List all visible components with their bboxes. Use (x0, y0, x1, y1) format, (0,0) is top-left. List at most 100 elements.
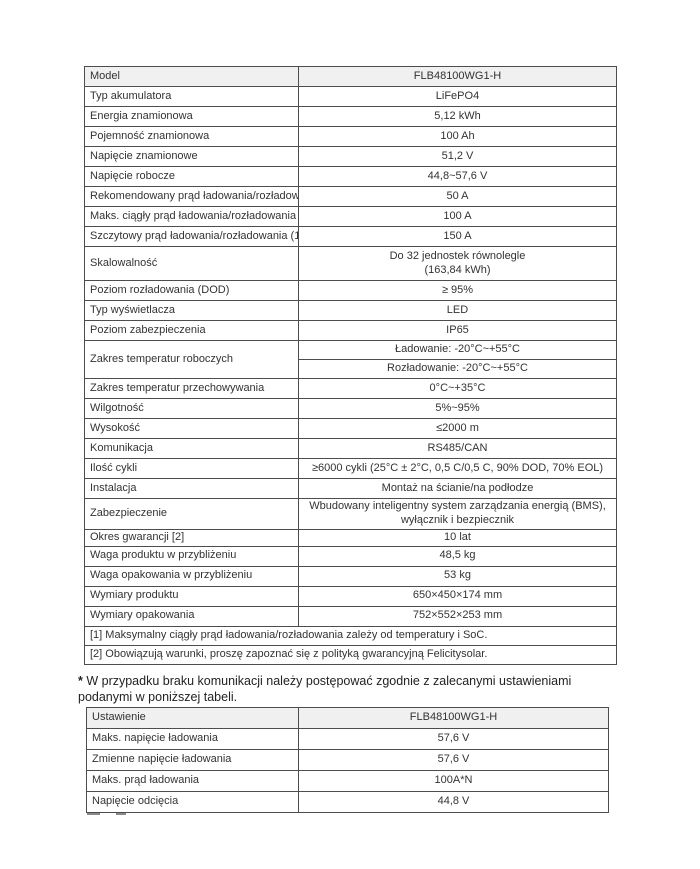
spec-label: Instalacja (84, 478, 299, 499)
spec-value: ≥6000 cykli (25°C ± 2°C, 0,5 C/0,5 C, 90… (298, 458, 617, 479)
spec-value: 53 kg (298, 565, 617, 587)
table-row: Rekomendowany prąd ładowania/rozładowani… (84, 186, 617, 207)
setting-value: 100A*N (298, 770, 609, 792)
spec-value: 50 A (298, 186, 617, 207)
table-row: Waga opakowania w przybliżeniu 53 kg (84, 565, 617, 587)
setting-value: 57,6 V (298, 749, 609, 771)
spec-label: Maks. ciągły prąd ładowania/rozładowania… (84, 206, 299, 227)
table-row: Zakres temperatur przechowywania 0°C~+35… (84, 378, 617, 399)
table-row: Typ akumulatora LiFePO4 (84, 86, 617, 107)
table-row: Wymiary opakowania 752×552×253 mm (84, 605, 617, 627)
table-row: Maks. prąd ładowania 100A*N (86, 770, 609, 792)
spec-label: Wysokość (84, 418, 299, 439)
spec-label: Zakres temperatur przechowywania (84, 378, 299, 399)
spec-value: RS485/CAN (298, 438, 617, 459)
setting-label: Ustawienie (86, 707, 299, 729)
table-row: Waga produktu w przybliżeniu 48,5 kg (84, 545, 617, 567)
spec-label: Typ akumulatora (84, 86, 299, 107)
table-row: Wymiary produktu 650×450×174 mm (84, 585, 617, 607)
table-row: Wysokość ≤2000 m (84, 418, 617, 439)
table-row: Pojemność znamionowa 100 Ah (84, 126, 617, 147)
table-row: Skalowalność Do 32 jednostek równolegle … (84, 246, 617, 281)
spec-value: 51,2 V (298, 146, 617, 167)
spec-label: Zakres temperatur roboczych (84, 340, 299, 379)
table-row: Instalacja Montaż na ścianie/na podłodze (84, 478, 617, 499)
spec-label: Wilgotność (84, 398, 299, 419)
spec-label: Rekomendowany prąd ładowania/rozładowani… (84, 186, 299, 207)
settings-table: Ustawienie FLB48100WG1-H Maks. napięcie … (86, 707, 609, 813)
spec-label: Skalowalność (84, 246, 299, 281)
setting-value: 57,6 V (298, 728, 609, 750)
spec-value: 5%~95% (298, 398, 617, 419)
table-row: Napięcie robocze 44,8~57,6 V (84, 166, 617, 187)
table-row: Maks. napięcie ładowania 57,6 V (86, 728, 609, 750)
spec-label: Poziom zabezpieczenia (84, 320, 299, 341)
spec-value: 150 A (298, 226, 617, 247)
table-row: Szczytowy prąd ładowania/rozładowania (1… (84, 226, 617, 247)
spec-label: Napięcie robocze (84, 166, 299, 187)
note-text: W przypadku braku komunikacji należy pos… (78, 674, 572, 705)
spec-value: 650×450×174 mm (298, 585, 617, 607)
table-row: Ilość cykli ≥6000 cykli (25°C ± 2°C, 0,5… (84, 458, 617, 479)
table-header-row: Model FLB48100WG1-H (84, 66, 617, 87)
spec-value: 100 Ah (298, 126, 617, 147)
table-row: Zmienne napięcie ładowania 57,6 V (86, 749, 609, 771)
spec-label: Komunikacja (84, 438, 299, 459)
spec-value: ≥ 95% (298, 280, 617, 301)
spec-value: 0°C~+35°C (298, 378, 617, 399)
table-row: Poziom rozładowania (DOD) ≥ 95% (84, 280, 617, 301)
spec-value: Ładowanie: -20°C~+55°C (298, 340, 617, 360)
setting-value: 44,8 V (298, 791, 609, 813)
table-header-row: Ustawienie FLB48100WG1-H (86, 707, 609, 729)
table-row: Energia znamionowa 5,12 kWh (84, 106, 617, 127)
footnote-text: [1] Maksymalny ciągły prąd ładowania/roz… (84, 625, 617, 646)
spec-label: Typ wyświetlacza (84, 300, 299, 321)
spec-value: Rozładowanie: -20°C~+55°C (298, 359, 617, 379)
spec-value: LED (298, 300, 617, 321)
spec-value: 100 A (298, 206, 617, 227)
clipped-text-artifact (87, 813, 100, 815)
spec-label: Zabezpieczenie (84, 498, 299, 530)
spec-table: Model FLB48100WG1-H Typ akumulatora LiFe… (84, 66, 617, 665)
spec-label: Ilość cykli (84, 458, 299, 479)
footnote-text: [2] Obowiązują warunki, proszę zapoznać … (84, 644, 617, 665)
communication-note: * W przypadku braku komunikacji należy p… (78, 673, 615, 706)
spec-value: ≤2000 m (298, 418, 617, 439)
asterisk-marker: * (78, 674, 83, 688)
setting-label: Maks. napięcie ładowania (86, 728, 299, 750)
setting-label: Maks. prąd ładowania (86, 770, 299, 792)
table-row-temp-range: Zakres temperatur roboczych Ładowanie: -… (84, 340, 617, 379)
setting-value: FLB48100WG1-H (298, 707, 609, 729)
setting-label: Zmienne napięcie ładowania (86, 749, 299, 771)
spec-label: Waga opakowania w przybliżeniu (84, 565, 299, 587)
spec-value: Montaż na ścianie/na podłodze (298, 478, 617, 499)
spec-label: Szczytowy prąd ładowania/rozładowania (1… (84, 226, 299, 247)
table-row: Napięcie znamionowe 51,2 V (84, 146, 617, 167)
table-row: Napięcie odcięcia 44,8 V (86, 791, 609, 813)
spec-label: Wymiary opakowania (84, 605, 299, 627)
spec-value: Do 32 jednostek równolegle (163,84 kWh) (298, 246, 617, 281)
spec-value: 5,12 kWh (298, 106, 617, 127)
settings-table-container: Ustawienie FLB48100WG1-H Maks. napięcie … (86, 707, 609, 813)
clipped-text-artifact (116, 813, 126, 815)
table-row: Komunikacja RS485/CAN (84, 438, 617, 459)
spec-label: Wymiary produktu (84, 585, 299, 607)
footnote-row: [1] Maksymalny ciągły prąd ładowania/roz… (84, 625, 617, 646)
table-row: Wilgotność 5%~95% (84, 398, 617, 419)
spec-value: 10 lat (298, 528, 617, 547)
spec-label: Poziom rozładowania (DOD) (84, 280, 299, 301)
setting-label: Napięcie odcięcia (86, 791, 299, 813)
table-row: Maks. ciągły prąd ładowania/rozładowania… (84, 206, 617, 227)
spec-value: 752×552×253 mm (298, 605, 617, 627)
spec-table-container: Model FLB48100WG1-H Typ akumulatora LiFe… (84, 66, 617, 665)
table-row: Typ wyświetlacza LED (84, 300, 617, 321)
spec-label: Waga produktu w przybliżeniu (84, 545, 299, 567)
table-row: Zabezpieczenie Wbudowany inteligentny sy… (84, 498, 617, 530)
spec-value: 44,8~57,6 V (298, 166, 617, 187)
spec-value: LiFePO4 (298, 86, 617, 107)
spec-label: Pojemność znamionowa (84, 126, 299, 147)
spec-value: FLB48100WG1-H (298, 66, 617, 87)
spec-label: Napięcie znamionowe (84, 146, 299, 167)
spec-label: Okres gwarancji [2] (84, 528, 299, 547)
spec-label: Model (84, 66, 299, 87)
